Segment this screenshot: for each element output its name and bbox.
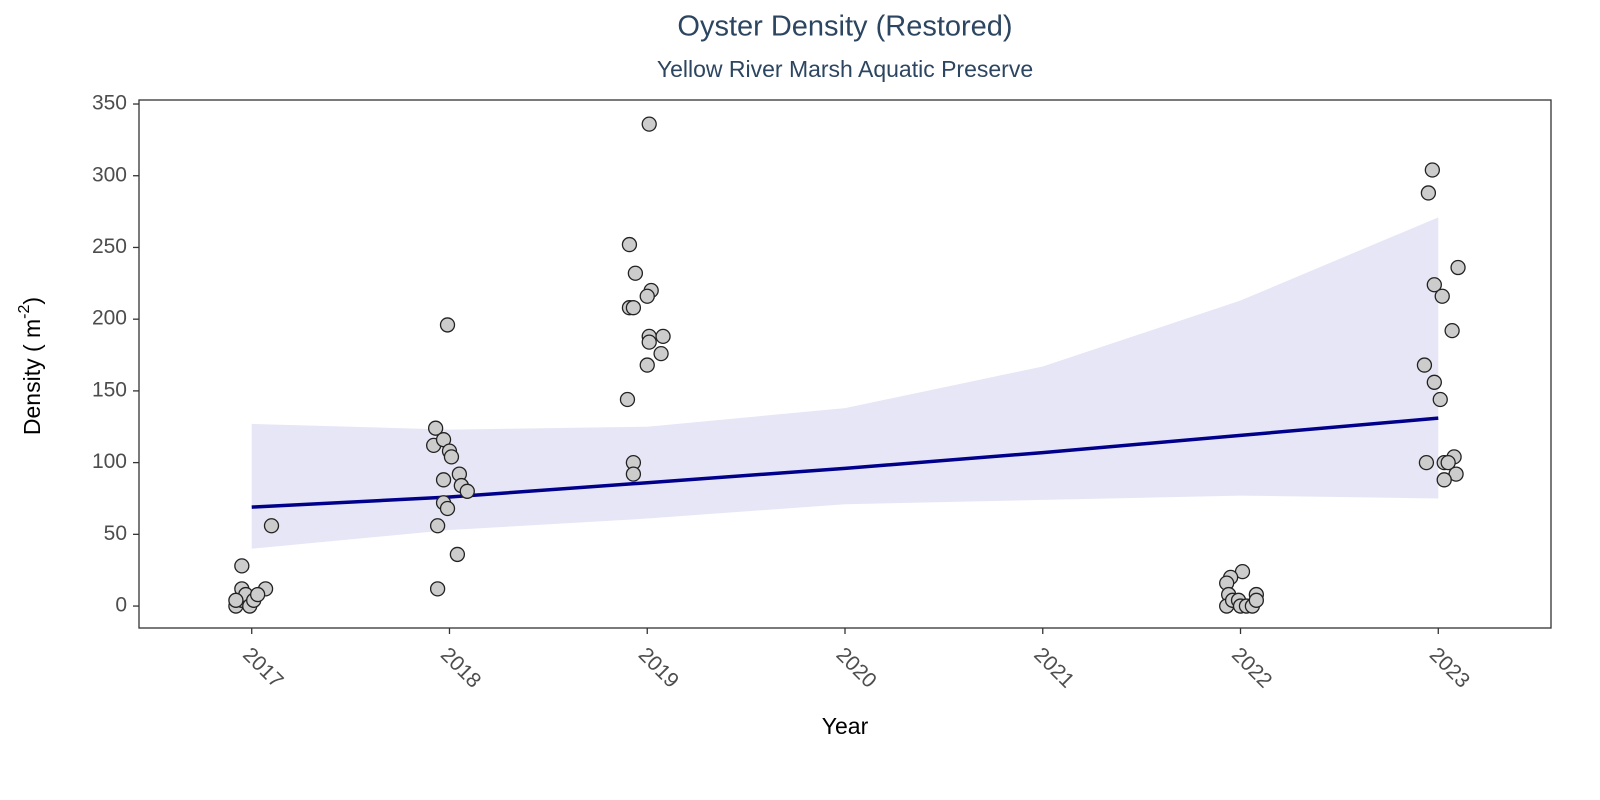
- data-point: [1418, 454, 1435, 471]
- data-point: [1432, 391, 1448, 408]
- data-point: [641, 334, 657, 350]
- data-point: [429, 518, 446, 534]
- data-point: [1416, 357, 1433, 373]
- y-label-text: Density ( m: [19, 319, 45, 435]
- y-tick-label: 50: [104, 522, 127, 545]
- data-point: [1248, 592, 1264, 608]
- x-tick-label: 2020: [832, 643, 881, 692]
- y-tick-label: 150: [92, 378, 127, 401]
- x-tick-label: 2021: [1029, 643, 1078, 692]
- chart-subtitle: Yellow River Marsh Aquatic Preserve: [657, 56, 1033, 82]
- data-point: [1420, 185, 1437, 201]
- y-tick-label: 250: [92, 235, 127, 258]
- data-point: [653, 345, 669, 362]
- data-point: [1440, 454, 1456, 471]
- data-point: [1444, 323, 1460, 339]
- x-tick-label: 2017: [238, 643, 287, 692]
- x-tick-label: 2022: [1227, 643, 1276, 692]
- y-tick-label: 350: [92, 92, 127, 115]
- data-point: [655, 328, 671, 345]
- data-point: [1426, 374, 1442, 390]
- data-point: [263, 518, 280, 534]
- data-point: [619, 391, 636, 408]
- data-point: [625, 300, 642, 316]
- trend-line: [251, 416, 1439, 509]
- confidence-band: [251, 217, 1439, 549]
- band-layer: [251, 217, 1439, 549]
- data-point: [435, 472, 452, 488]
- y-label-superscript: -2: [16, 304, 33, 318]
- data-point: [427, 420, 444, 436]
- data-point: [1450, 259, 1466, 276]
- data-point: [1434, 288, 1450, 304]
- y-tick-label: 0: [115, 594, 127, 617]
- data-point: [639, 288, 655, 304]
- data-point: [250, 586, 266, 603]
- data-point: [449, 546, 466, 563]
- y-label-suffix: ): [19, 297, 45, 305]
- mark-layer: [228, 116, 1466, 614]
- data-point: [234, 558, 250, 574]
- data-point: [228, 592, 244, 608]
- data-point: [641, 116, 657, 132]
- y-axis-label: Density ( m-2): [16, 297, 45, 435]
- data-point: [1426, 277, 1442, 293]
- x-tick-label: 2019: [634, 643, 683, 692]
- data-point: [439, 500, 456, 517]
- data-point: [439, 317, 456, 333]
- x-tick-label: 2023: [1425, 643, 1474, 692]
- data-point: [459, 483, 475, 499]
- y-tick-label: 300: [92, 163, 127, 186]
- y-tick-label: 100: [92, 450, 127, 473]
- data-point: [1436, 472, 1452, 488]
- y-tick-label: 200: [92, 307, 127, 330]
- data-point: [625, 466, 642, 482]
- data-point: [429, 581, 446, 597]
- data-point: [621, 236, 638, 253]
- x-tick-label: 2018: [436, 643, 485, 692]
- x-axis-label: Year: [822, 713, 869, 739]
- data-point: [627, 265, 644, 281]
- chart-title: Oyster Density (Restored): [677, 11, 1012, 43]
- data-point: [639, 357, 655, 373]
- data-point: [443, 449, 460, 465]
- data-point: [1424, 162, 1440, 178]
